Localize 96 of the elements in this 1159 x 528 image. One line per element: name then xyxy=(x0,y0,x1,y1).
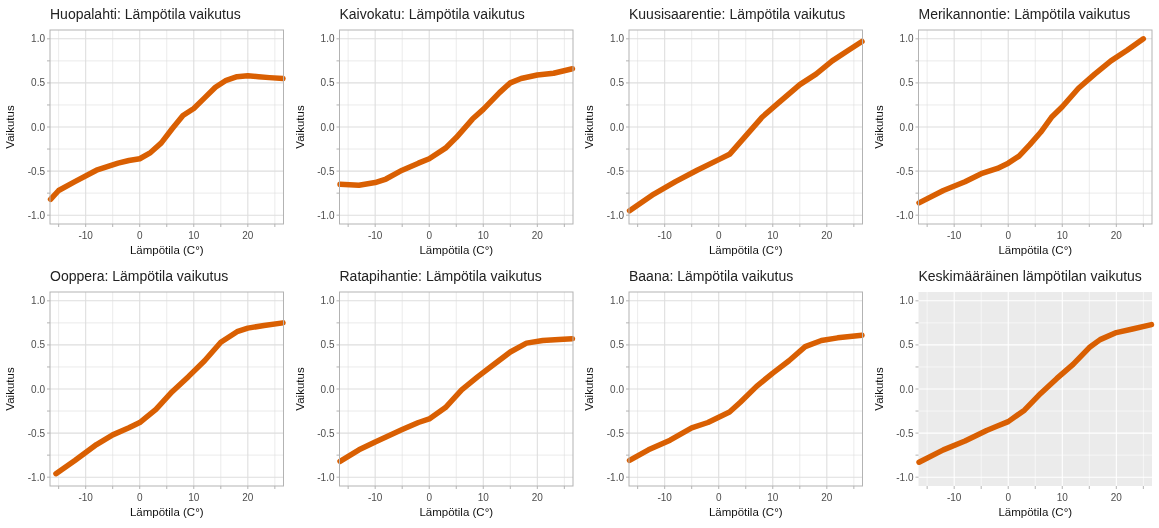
x-tick-label: 0 xyxy=(1005,230,1012,241)
y-tick-label: 0.0 xyxy=(31,383,46,395)
x-tick-label: 10 xyxy=(1056,492,1069,503)
y-axis-title: Vaikutus xyxy=(583,105,595,149)
y-tick-label: -0.5 xyxy=(317,165,335,177)
x-tick-label: 20 xyxy=(821,492,833,503)
x-tick-label: 10 xyxy=(477,230,490,241)
y-axis-title: Vaikutus xyxy=(4,367,16,411)
y-tick-label: 0.0 xyxy=(320,121,335,133)
x-tick-label: 20 xyxy=(531,492,544,503)
y-axis-title: Vaikutus xyxy=(293,367,306,411)
y-tick-label: -1.0 xyxy=(896,471,914,483)
x-tick-label: 0 xyxy=(1005,492,1012,503)
x-tick-label: 10 xyxy=(1056,230,1069,241)
x-axis-title: Lämpötila (C°) xyxy=(129,506,204,518)
x-tick-label: -10 xyxy=(78,230,94,241)
x-tick-label: 20 xyxy=(242,230,254,241)
y-tick-label: -0.5 xyxy=(27,427,46,439)
y-tick-label: 1.0 xyxy=(899,295,914,307)
x-tick-label: 10 xyxy=(767,492,779,503)
x-tick-label: -10 xyxy=(657,492,673,503)
y-tick-label: 0.0 xyxy=(610,121,625,133)
x-axis-title: Lämpötila (C°) xyxy=(708,244,783,256)
y-tick-label: 1.0 xyxy=(31,295,46,307)
x-tick-label: -10 xyxy=(367,230,383,241)
y-tick-label: -1.0 xyxy=(317,209,335,221)
x-axis-title: Lämpötila (C°) xyxy=(419,244,494,256)
y-axis-title: Vaikutus xyxy=(293,105,306,149)
x-tick-label: 20 xyxy=(1110,492,1123,503)
y-tick-label: 0.0 xyxy=(899,121,914,133)
x-axis-title: Lämpötila (C°) xyxy=(708,506,783,518)
y-tick-label: 0.5 xyxy=(31,339,46,351)
y-tick-label: 0.5 xyxy=(320,77,335,89)
x-tick-label: 0 xyxy=(426,230,433,241)
chart-title: Huopalahti: Lämpötila vaikutus xyxy=(50,6,241,22)
y-tick-label: 1.0 xyxy=(320,295,335,307)
x-axis-title: Lämpötila (C°) xyxy=(129,244,204,256)
chart-title: Baana: Lämpötila vaikutus xyxy=(629,268,794,284)
y-tick-label: 1.0 xyxy=(320,33,335,45)
y-tick-label: -1.0 xyxy=(27,209,46,221)
y-tick-label: 0.5 xyxy=(610,339,625,351)
chart-title: Kuusisaarentie: Lämpötila vaikutus xyxy=(629,6,846,22)
y-axis-title: Vaikutus xyxy=(872,367,885,411)
x-axis-title: Lämpötila (C°) xyxy=(998,244,1073,256)
y-tick-label: 0.5 xyxy=(899,339,914,351)
y-tick-label: -1.0 xyxy=(896,209,914,221)
y-axis-title: Vaikutus xyxy=(4,105,16,149)
x-tick-label: -10 xyxy=(367,492,383,503)
x-tick-label: 0 xyxy=(136,230,143,241)
y-tick-label: -1.0 xyxy=(317,471,335,483)
x-tick-label: 0 xyxy=(136,492,143,503)
y-axis-title: Vaikutus xyxy=(583,367,595,411)
y-tick-label: 1.0 xyxy=(899,33,914,45)
y-tick-label: -1.0 xyxy=(606,471,625,483)
x-tick-label: 0 xyxy=(715,492,722,503)
x-tick-label: 10 xyxy=(767,230,779,241)
y-tick-label: 0.0 xyxy=(320,383,335,395)
y-tick-label: 0.5 xyxy=(899,77,914,89)
y-tick-label: 0.0 xyxy=(610,383,625,395)
x-tick-label: 0 xyxy=(426,492,433,503)
x-tick-label: -10 xyxy=(946,492,962,503)
y-tick-label: 1.0 xyxy=(610,33,625,45)
y-tick-label: 0.0 xyxy=(899,383,914,395)
x-tick-label: 10 xyxy=(188,230,200,241)
x-tick-label: 0 xyxy=(715,230,722,241)
x-tick-label: 20 xyxy=(531,230,544,241)
y-tick-label: -0.5 xyxy=(606,427,625,439)
x-tick-label: 10 xyxy=(188,492,200,503)
chart-title: Ratapihantie: Lämpötila vaikutus xyxy=(339,268,542,284)
y-tick-label: 0.5 xyxy=(610,77,625,89)
x-axis-title: Lämpötila (C°) xyxy=(998,506,1073,518)
y-tick-label: 1.0 xyxy=(31,33,46,45)
y-tick-label: -0.5 xyxy=(606,165,625,177)
chart-title: Keskimääräinen lämpötilan vaikutus xyxy=(918,268,1142,284)
y-tick-label: -0.5 xyxy=(896,427,914,439)
x-axis-title: Lämpötila (C°) xyxy=(419,506,494,518)
y-tick-label: -0.5 xyxy=(27,165,46,177)
x-tick-label: -10 xyxy=(946,230,962,241)
y-tick-label: 0.5 xyxy=(320,339,335,351)
chart-title: Kaivokatu: Lämpötila vaikutus xyxy=(339,6,525,22)
x-tick-label: 20 xyxy=(1110,230,1123,241)
x-tick-label: 20 xyxy=(821,230,833,241)
y-tick-label: -0.5 xyxy=(317,427,335,439)
x-tick-label: 10 xyxy=(477,492,490,503)
y-tick-label: 0.0 xyxy=(31,121,46,133)
y-tick-label: -1.0 xyxy=(606,209,625,221)
x-tick-label: -10 xyxy=(78,492,94,503)
y-tick-label: 1.0 xyxy=(610,295,625,307)
y-tick-label: 0.5 xyxy=(31,77,46,89)
y-tick-label: -0.5 xyxy=(896,165,914,177)
chart-title: Merikannontie: Lämpötila vaikutus xyxy=(918,6,1131,22)
x-tick-label: 20 xyxy=(242,492,254,503)
chart-title: Ooppera: Lämpötila vaikutus xyxy=(50,268,229,284)
y-tick-label: -1.0 xyxy=(27,471,46,483)
y-axis-title: Vaikutus xyxy=(872,105,885,149)
x-tick-label: -10 xyxy=(657,230,673,241)
